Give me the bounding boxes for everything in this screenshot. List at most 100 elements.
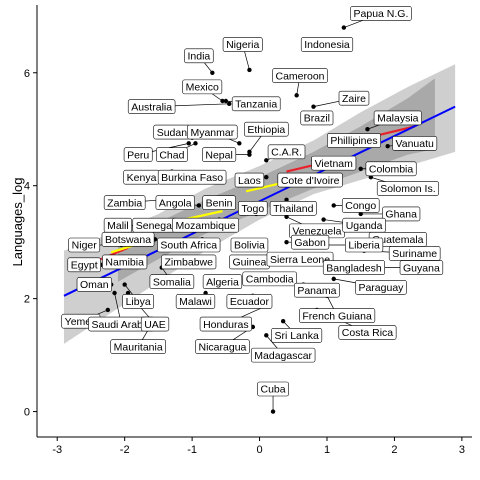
label-box <box>182 79 223 95</box>
label-cote-d-ivoire: Cote d'Ivoire <box>277 172 343 188</box>
label-guatemala: Guatemala <box>368 232 427 247</box>
label-text: Tanzania <box>235 99 277 111</box>
label-malil: Malil <box>103 217 133 233</box>
label-text: Zaire <box>342 93 366 105</box>
label-box <box>76 277 112 292</box>
label-box <box>291 234 330 250</box>
label-text: Suriname <box>392 248 437 260</box>
label-box <box>172 217 239 233</box>
label-text: Laos <box>238 175 261 187</box>
label-text: Ecuador <box>230 296 270 308</box>
label-egypt: Egypt <box>67 257 101 273</box>
label-box <box>338 90 370 106</box>
label-text: Malawi <box>179 296 212 308</box>
point-vanuatu <box>385 143 390 149</box>
label-text: Kenya <box>127 172 157 184</box>
point-papua-n-g <box>341 25 347 30</box>
label-text: Botswana <box>105 234 151 246</box>
label-box <box>294 282 340 298</box>
label-mauritania: Mauritania <box>110 339 166 354</box>
point-india <box>210 70 215 75</box>
label-text: Mauritania <box>114 341 163 353</box>
label-guinea: Guinea <box>229 254 270 270</box>
label-box <box>161 254 217 270</box>
x-tick-label: -1 <box>187 444 197 456</box>
point-libya <box>122 282 127 287</box>
label-bangladesh: Bangladesh <box>322 260 386 275</box>
label-text: Gabon <box>294 237 326 249</box>
label-text: Sudan <box>157 127 188 139</box>
label-colombia: Colombia <box>365 161 417 177</box>
label-botswana: Botswana <box>101 232 155 247</box>
point-peru <box>186 141 191 146</box>
label-box <box>202 195 236 210</box>
label-box <box>122 294 155 309</box>
axes: -3 -2 -1 0 1 2 3 0 2 4 6 <box>24 5 472 456</box>
label-box <box>327 133 381 148</box>
label-kenya: Kenya <box>123 169 160 185</box>
label-ecuador: Ecuador <box>226 294 273 309</box>
label-text: Saudi Arabia <box>92 319 152 331</box>
label-text: Guyana <box>403 262 440 274</box>
label-oman: Oman <box>76 277 112 292</box>
label-uae: UAE <box>140 316 170 332</box>
label-malaysia: Malaysia <box>373 110 422 126</box>
label-solomon-is: Solomon Is. <box>376 181 439 196</box>
label-text: French Guiana <box>302 310 372 322</box>
label-peru: Peru <box>123 147 153 162</box>
point-colombia <box>358 166 363 171</box>
point-angola <box>196 203 202 208</box>
label-text: Liberia <box>348 240 380 252</box>
label-nigeria: Nigeria <box>222 37 263 52</box>
label-text: Zimbabwe <box>165 257 214 269</box>
label-text: Guinea <box>233 257 267 269</box>
label-south-africa: South Africa <box>157 237 221 253</box>
label-box <box>300 110 334 126</box>
label-suriname: Suriname <box>388 246 441 261</box>
label-text: Panama <box>297 285 336 297</box>
label-box <box>365 161 417 177</box>
label-madagascar: Madagascar <box>250 347 316 363</box>
label-text: Oman <box>80 279 109 291</box>
label-box <box>102 254 148 270</box>
label-text: Venezuela <box>292 226 341 238</box>
label-text: Angola <box>159 197 192 209</box>
label-box <box>266 251 334 267</box>
label-box <box>149 274 195 290</box>
point-mexico <box>220 98 225 104</box>
label-text: Zambia <box>107 197 142 209</box>
label-nepal: Nepal <box>202 147 237 162</box>
point-solomon-is <box>368 175 374 180</box>
label-algeria: Algeria <box>202 274 243 290</box>
label-text: Benin <box>206 197 233 209</box>
label-vanuatu: Vanuatu <box>392 136 438 151</box>
label-mozambique: Mozambique <box>172 217 239 233</box>
label-malawi: Malawi <box>175 294 216 309</box>
label-text: Cameroon <box>276 70 325 82</box>
label-box <box>250 347 316 363</box>
label-box <box>257 381 289 397</box>
label-box <box>202 274 243 290</box>
label-box <box>392 136 438 151</box>
label-box <box>175 294 216 309</box>
label-chad: Chad <box>156 147 188 162</box>
y-axis-ticks: 0 2 4 6 <box>24 68 37 419</box>
label-box <box>199 316 252 332</box>
point-venezuela <box>284 214 289 219</box>
label-nicaragua: Nicaragua <box>195 339 250 354</box>
label-box <box>202 147 237 162</box>
label-box <box>311 155 357 171</box>
label-box <box>341 198 380 213</box>
label-sierra-leone: Sierra Leone <box>266 251 334 267</box>
label-text: Australia <box>131 101 172 113</box>
label-text: Malaysia <box>377 113 419 125</box>
point-congo <box>331 203 336 208</box>
label-box <box>230 237 269 253</box>
label-box <box>322 260 386 275</box>
label-text: Algeria <box>206 276 239 288</box>
label-brazil: Brazil <box>300 110 334 126</box>
point-madagascar <box>264 333 269 338</box>
label-text: Cuba <box>260 384 285 396</box>
label-text: Niger <box>72 240 98 252</box>
label-box <box>68 237 101 253</box>
